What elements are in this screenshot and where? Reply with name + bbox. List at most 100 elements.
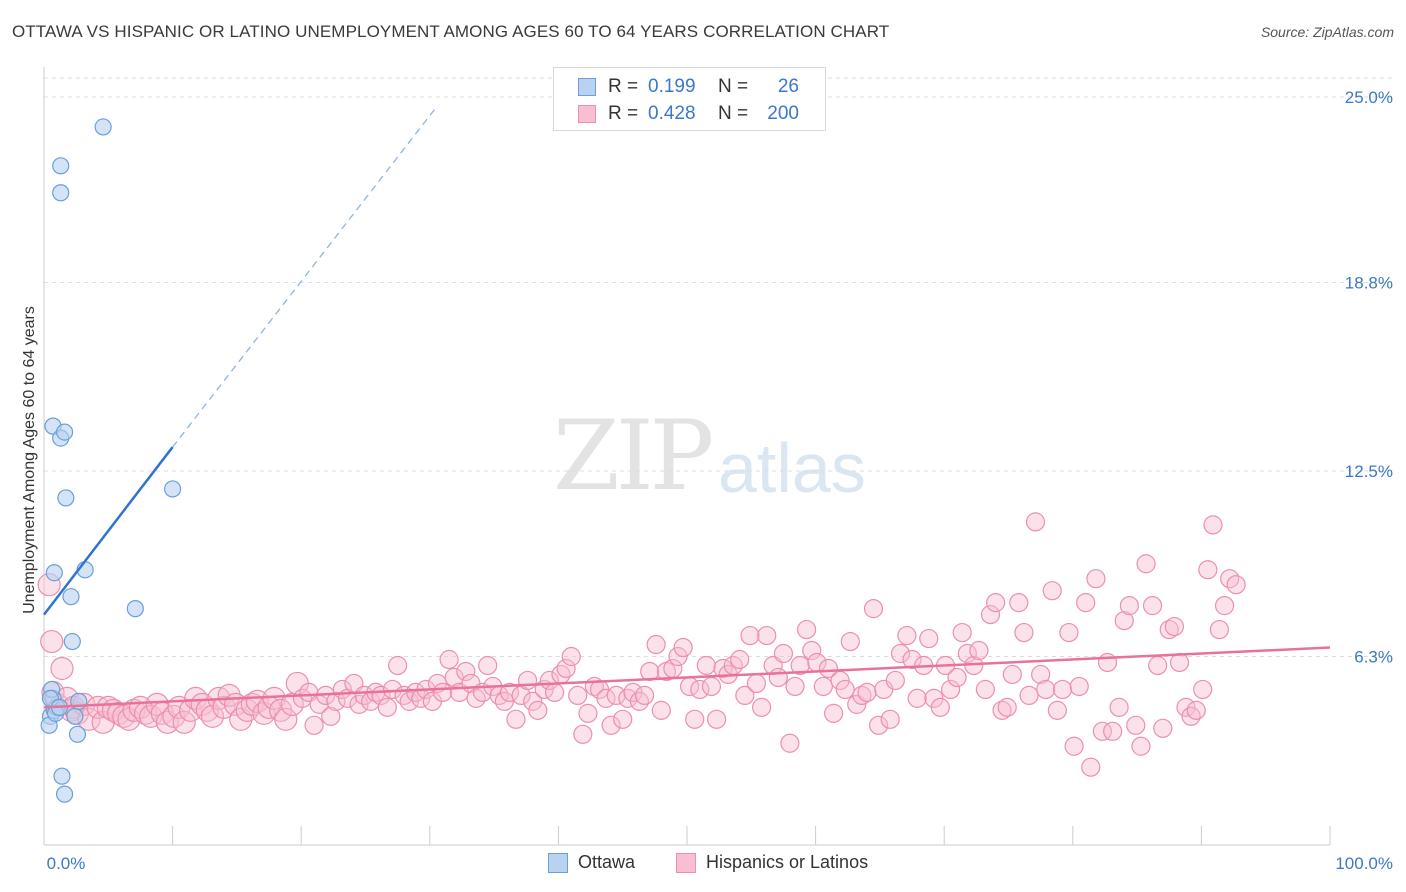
r-value-hispanic: 0.428 [648, 103, 696, 124]
y-tick-label: 6.3% [1354, 648, 1393, 667]
hispanic-point [1031, 664, 1051, 685]
ottawa-point [55, 785, 74, 803]
ottawa-point [55, 423, 74, 441]
hispanic-point [730, 649, 750, 670]
hispanic-point [618, 688, 638, 708]
hispanic-point [433, 682, 453, 703]
hispanic-point [785, 676, 805, 697]
hispanic-point [40, 629, 64, 654]
correlation-legend: R = 0.199 N = 26 R = 0.428 N = 200 [553, 67, 826, 131]
legend-item-hispanic[interactable]: Hispanics or Latinos [676, 852, 868, 873]
hispanic-point [840, 631, 860, 652]
ottawa-point [62, 588, 80, 606]
hispanic-point [640, 661, 660, 682]
hispanic-point [957, 643, 977, 664]
y-tick-label: 18.8% [1345, 274, 1393, 293]
hispanic-point [1119, 596, 1139, 616]
hispanic-point [613, 709, 633, 729]
hispanic-point [1209, 619, 1230, 640]
hispanic-points [37, 512, 1246, 777]
watermark-atlas: atlas [718, 429, 866, 507]
hispanic-point [1092, 721, 1112, 741]
hispanic-point [852, 685, 872, 706]
hispanic-point [274, 707, 298, 731]
hispanic-point [890, 643, 911, 664]
hispanic-point [757, 625, 777, 646]
hispanic-point [907, 688, 927, 708]
hispanic-point [746, 673, 767, 694]
hispanic-swatch [578, 105, 596, 123]
hispanic-point [1052, 679, 1073, 700]
hispanic-point [304, 715, 324, 735]
hispanic-point [439, 649, 459, 670]
n-value-hispanic: 200 [767, 103, 799, 124]
hispanic-point [735, 685, 755, 706]
x-tick-label: 100.0% [1335, 854, 1393, 873]
hispanic-point [919, 628, 939, 649]
hispanic-point [326, 691, 346, 711]
hispanic-point [377, 697, 397, 717]
ottawa-trend-extension [172, 108, 436, 448]
y-tick-label: 25.0% [1345, 88, 1393, 107]
hispanic-point [824, 703, 844, 723]
hispanic-point [992, 700, 1012, 720]
hispanic-point [1086, 569, 1106, 589]
hispanic-point [629, 691, 650, 711]
hispanic-point [528, 700, 548, 720]
hispanic-point [980, 605, 1001, 625]
hispanic-point [1002, 664, 1022, 685]
hispanic-point [1036, 679, 1056, 700]
hispanic-point [1226, 575, 1246, 595]
r-value-ottawa: 0.199 [648, 76, 696, 97]
hispanic-point [388, 655, 408, 676]
hispanic-point [1198, 560, 1218, 580]
hispanic-point [751, 697, 772, 717]
hispanic-point [1014, 622, 1034, 643]
hispanic-point [561, 646, 581, 667]
hispanic-point [1019, 685, 1039, 706]
legend-item-ottawa[interactable]: Ottawa [548, 852, 635, 873]
hispanic-point [1214, 596, 1235, 616]
ottawa-swatch [578, 78, 596, 96]
ottawa-point [45, 564, 63, 582]
n-label: N = [718, 103, 749, 124]
hispanic-point [975, 679, 995, 700]
hispanic-point [780, 733, 800, 753]
hispanic-point [902, 649, 922, 670]
hispanic-point [1153, 718, 1173, 738]
hispanic-point [172, 710, 196, 734]
hispanic-point [50, 656, 74, 681]
hispanic-point [768, 667, 788, 688]
ottawa-point [52, 184, 70, 202]
ottawa-legend-swatch [548, 852, 568, 873]
hispanic-point [606, 685, 626, 706]
hispanic-point [1136, 554, 1156, 574]
hispanic-point [1114, 610, 1134, 631]
ottawa-point [164, 480, 182, 498]
source-label: Source: ZipAtlas.com [1260, 24, 1394, 40]
hispanic-point [701, 676, 722, 697]
hispanic-point [690, 679, 710, 700]
hispanic-point [646, 634, 666, 655]
hispanic-point [494, 691, 514, 711]
hispanic-point [349, 694, 369, 714]
y-axis-label: Unemployment Among Ages 60 to 64 years [21, 306, 38, 614]
legend-row-hispanic: R = 0.428 N = 200 [578, 102, 799, 126]
hispanic-point [382, 679, 403, 700]
ottawa-trend-line [43, 446, 174, 616]
hispanic-point [1081, 757, 1101, 777]
hispanic-point [813, 676, 833, 697]
hispanic-point [478, 655, 498, 676]
hispanic-point [634, 685, 655, 706]
hispanic-point [997, 697, 1017, 717]
ottawa-point [68, 725, 87, 743]
hispanic-point [523, 691, 543, 711]
hispanic-point [880, 709, 900, 729]
hispanic-point [1203, 515, 1223, 535]
hispanic-point [1069, 676, 1089, 697]
hispanic-point [952, 622, 972, 643]
r-label: R = [608, 103, 639, 124]
hispanic-point [601, 715, 621, 735]
watermark-zip: ZIP [553, 400, 714, 512]
